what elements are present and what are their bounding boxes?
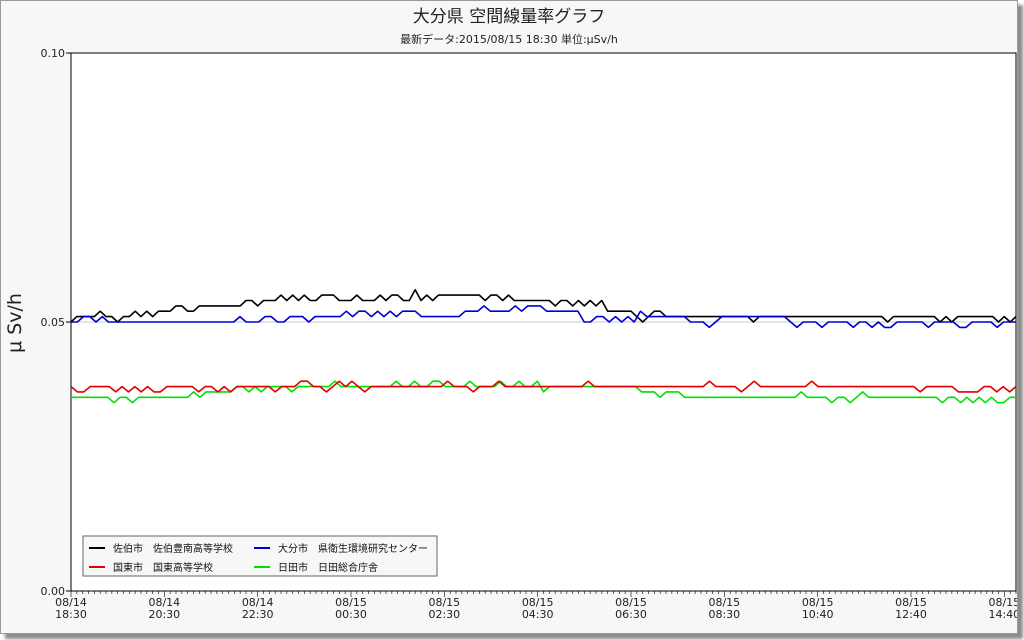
x-tick-date: 08/15: [988, 596, 1017, 609]
x-tick-time: 00:30: [335, 608, 367, 621]
x-tick-date: 08/15: [428, 596, 460, 609]
y-axis: 0.00 0.05 0.10: [41, 47, 71, 598]
series-line-saiki: [70, 288, 1017, 323]
x-tick-time: 20:30: [148, 608, 180, 621]
x-tick-date: 08/14: [148, 596, 180, 609]
x-tick-time: 08:30: [708, 608, 740, 621]
x-tick-date: 08/14: [242, 596, 274, 609]
legend-label-hita: 日田市 日田総合庁舎: [278, 561, 378, 574]
series-line-hita: [71, 380, 1016, 404]
x-tick-date: 08/15: [615, 596, 647, 609]
x-tick-date: 08/15: [895, 596, 927, 609]
x-tick-date: 08/15: [522, 596, 554, 609]
x-tick-time: 06:30: [615, 608, 647, 621]
x-tick-time: 14:40: [988, 608, 1017, 621]
legend-box: [82, 535, 438, 577]
x-tick-date: 08/14: [55, 596, 87, 609]
legend-label-oita: 大分市 県衛生環境研究センター: [278, 542, 428, 555]
legend-label-kunisaki: 国東市 国東高等学校: [113, 561, 213, 574]
series-line-kunisaki: [70, 380, 1017, 393]
x-tick-date: 08/15: [335, 596, 367, 609]
chart-title: 大分県 空間線量率グラフ: [413, 7, 605, 27]
series-line-oita: [71, 305, 1016, 329]
legend-label-saiki: 佐伯市 佐伯豊南高等学校: [113, 542, 233, 555]
y-axis-label: μ Sv/h: [4, 293, 26, 353]
x-tick-time: 18:30: [55, 608, 87, 621]
x-tick-date: 08/15: [802, 596, 834, 609]
series-lines: [70, 288, 1017, 404]
x-tick-time: 04:30: [522, 608, 554, 621]
x-tick-time: 12:40: [895, 608, 927, 621]
radiation-line-chart: 大分県 空間線量率グラフ 最新データ:2015/08/15 18:30 単位:μ…: [4, 7, 1017, 621]
legend: 佐伯市 佐伯豊南高等学校 国東市 国東高等学校 大分市 県衛生環境研究センター …: [82, 535, 438, 577]
y-tick-label: 0.10: [41, 47, 66, 60]
x-tick-time: 22:30: [242, 608, 274, 621]
x-tick-time: 02:30: [428, 608, 460, 621]
y-tick-label: 0.05: [41, 316, 66, 329]
x-tick-date: 08/15: [708, 596, 740, 609]
x-axis: 08/1418:3008/1420:3008/1422:3008/1500:30…: [55, 591, 1017, 621]
chart-subtitle: 最新データ:2015/08/15 18:30 単位:μSv/h: [400, 32, 618, 46]
x-tick-time: 10:40: [802, 608, 834, 621]
y-tick-label: 0.00: [41, 585, 66, 598]
